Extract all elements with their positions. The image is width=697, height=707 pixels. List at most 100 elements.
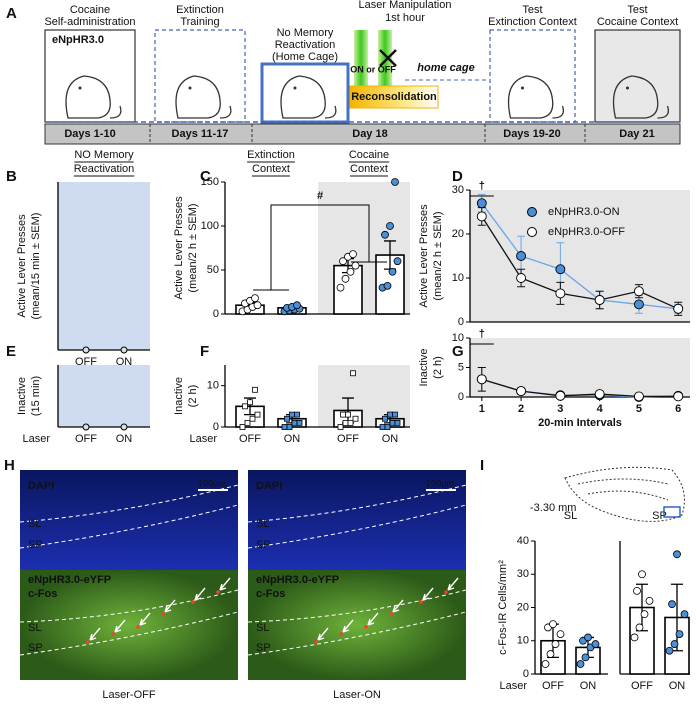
- panel-label: E: [6, 343, 16, 360]
- stage-title: Training: [180, 16, 219, 28]
- point: [284, 415, 290, 422]
- point: [584, 633, 592, 642]
- annotation: #: [317, 190, 323, 202]
- x-tick-label: ON: [669, 680, 686, 692]
- x-tick-label: ON: [382, 433, 399, 445]
- point: [379, 424, 386, 430]
- x-tick-label: ON: [580, 680, 597, 692]
- stain-label: c-Fos: [28, 588, 57, 600]
- yfp-image: [20, 570, 238, 680]
- dot: [120, 423, 128, 431]
- point: [581, 653, 590, 662]
- laser-title: Laser Manipulation: [359, 0, 452, 11]
- point: [541, 660, 550, 668]
- marker: [633, 391, 644, 402]
- point: [387, 411, 393, 418]
- y-tick-label: 0: [213, 421, 219, 433]
- day-label: Day 21: [619, 128, 654, 140]
- y-tick-label: 10: [207, 380, 219, 392]
- x-tick-label: 6: [675, 403, 681, 415]
- x-tick-label: 1: [479, 403, 485, 415]
- point: [337, 424, 344, 430]
- cross: [379, 49, 397, 67]
- layer-label: SP: [28, 642, 43, 654]
- x-tick-label: 2: [518, 403, 524, 415]
- y-axis-label: (2 h): [187, 385, 199, 408]
- point: [549, 620, 557, 629]
- stage-title: Extinction Context: [488, 16, 577, 28]
- x-tick-label: OFF: [239, 433, 261, 445]
- day-label: Day 18: [352, 128, 387, 140]
- arrow: [317, 627, 329, 641]
- marker: [673, 391, 684, 402]
- panel-label: B: [6, 168, 17, 185]
- point: [675, 630, 684, 638]
- point: [340, 411, 346, 418]
- x-axis-label: Laser: [22, 433, 50, 445]
- y-axis-label: (2 h): [432, 356, 444, 379]
- marker: [633, 299, 644, 310]
- panel-label: C: [200, 168, 211, 185]
- arrow: [114, 619, 126, 633]
- point: [249, 415, 256, 422]
- point: [638, 570, 646, 579]
- chart-title: Reactivation: [74, 163, 135, 175]
- rat-eye: [78, 86, 82, 90]
- x-axis-label: 20-min Intervals: [538, 417, 622, 429]
- y-axis-label: Inactive: [418, 349, 430, 387]
- point: [253, 301, 262, 310]
- stage-box: [594, 29, 681, 123]
- point: [351, 261, 360, 270]
- y-axis-label: (mean/2 h ± SEM): [187, 203, 199, 292]
- series-line: [481, 216, 679, 310]
- switch-label: ON or OFF: [350, 64, 396, 74]
- cfos-cell: [191, 600, 195, 604]
- cfos-cell: [339, 632, 343, 636]
- point: [391, 178, 399, 186]
- point: [635, 623, 644, 632]
- dot: [120, 346, 128, 354]
- stain-label: DAPI: [256, 480, 282, 492]
- point: [670, 640, 679, 648]
- group-title: Cocaine: [349, 149, 389, 161]
- x-tick-label: 3: [557, 403, 563, 415]
- x-tick-label: OFF: [631, 680, 653, 692]
- series-line: [481, 378, 679, 398]
- annotation: †: [479, 328, 485, 340]
- annotation: †: [479, 180, 485, 192]
- layer-label: SL: [256, 518, 269, 530]
- cfos-cell: [364, 625, 368, 629]
- legend-marker: [527, 207, 537, 217]
- arrow: [89, 627, 101, 641]
- point: [286, 424, 293, 430]
- point: [551, 640, 560, 648]
- cfos-cell: [86, 640, 90, 644]
- point: [630, 633, 639, 642]
- y-tick-label: 0: [523, 668, 529, 680]
- point: [336, 283, 345, 292]
- point: [254, 411, 261, 418]
- scale-bar-label: 100μm: [198, 478, 226, 488]
- point: [665, 646, 674, 655]
- point: [244, 419, 251, 426]
- x-tick-label: ON: [116, 433, 133, 445]
- stain-label: DAPI: [28, 480, 54, 492]
- point: [281, 424, 288, 430]
- cfos-cell: [161, 612, 165, 616]
- y-tick-label: 30: [517, 568, 529, 580]
- marker: [476, 198, 487, 209]
- y-axis-label: (mean/15 min ± SEM): [30, 213, 42, 320]
- bracket: [253, 204, 387, 291]
- point: [640, 610, 649, 619]
- stage-title: Reactivation: [275, 39, 336, 51]
- layer-label: SL: [256, 622, 269, 634]
- point: [289, 411, 295, 418]
- dapi-image: [20, 470, 238, 570]
- atlas-level: -3.30 mm: [530, 502, 576, 514]
- home-cage-label: home cage: [417, 62, 474, 74]
- stage-title: Cocaine Context: [597, 16, 678, 28]
- day-label: Days 1-10: [64, 128, 115, 140]
- rat-icon: [280, 75, 337, 119]
- point: [352, 415, 359, 422]
- series-line: [481, 202, 679, 310]
